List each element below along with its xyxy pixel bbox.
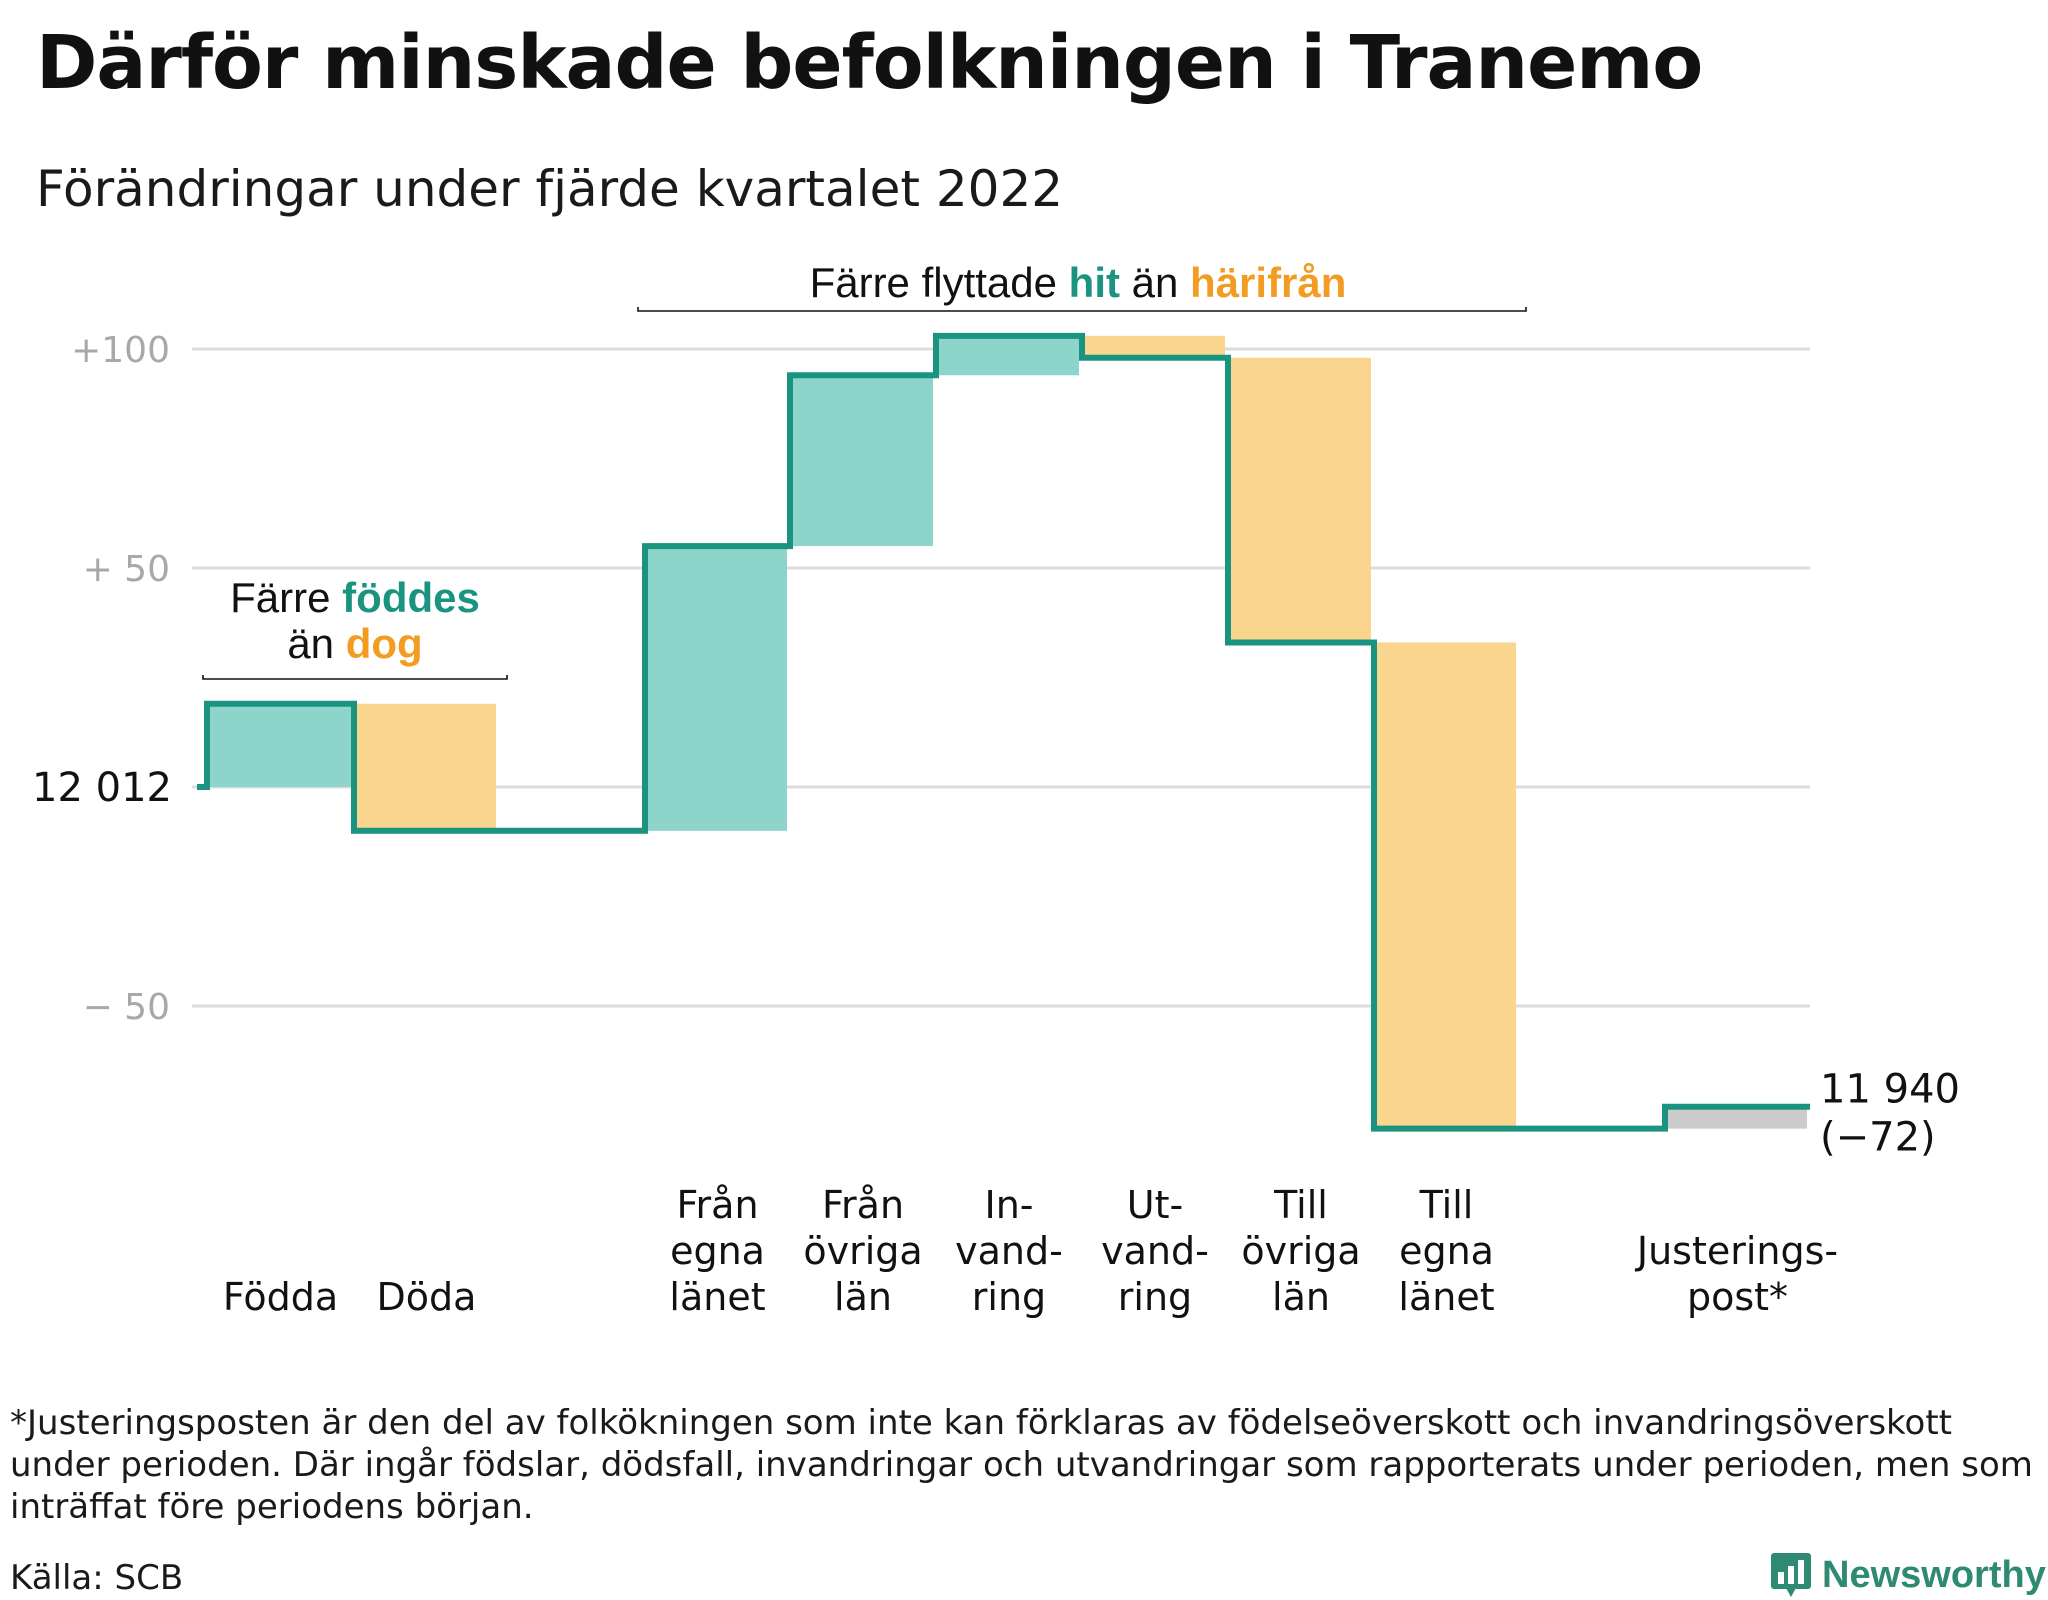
category-label: län	[834, 1275, 892, 1319]
running-total-line	[197, 332, 1810, 1132]
svg-text:än dog: än dog	[287, 620, 422, 667]
births-annotation-text-plain-2: än	[287, 620, 345, 667]
category-label: länet	[669, 1275, 765, 1319]
category-label: övriga	[1241, 1229, 1360, 1273]
births-annotation-text-plain: Färre	[230, 574, 342, 621]
category-label: post*	[1687, 1275, 1788, 1319]
bars	[210, 335, 1807, 1129]
brand-name: Newsworthy	[1822, 1553, 2046, 1596]
y-tick-label: − 50	[83, 987, 170, 1028]
bar-inflow	[648, 546, 787, 831]
svg-text:Färre föddes: Färre föddes	[230, 574, 480, 621]
category-label: egna	[1399, 1229, 1494, 1273]
bar-outflow	[1377, 642, 1516, 1129]
migration-annotation-text-plain-2: än	[1120, 259, 1190, 306]
bar-inflow	[939, 335, 1079, 376]
bar-inflow	[210, 703, 351, 787]
category-label: egna	[670, 1229, 765, 1273]
gridlines	[192, 347, 1810, 1008]
bar-inflow	[793, 375, 933, 547]
category-label: ring	[1118, 1275, 1192, 1319]
migration-annotation-bracket	[637, 307, 1527, 312]
migration-annotation-text-teal: hit	[1069, 259, 1120, 306]
migration-annotation-text-orange: härifrån	[1190, 259, 1346, 306]
category-label: In-	[984, 1183, 1033, 1227]
end-change-label: (−72)	[1820, 1115, 1936, 1161]
category-label: Döda	[377, 1275, 477, 1319]
category-label: länet	[1398, 1275, 1494, 1319]
chart-subtitle: Förändringar under fjärde kvartalet 2022	[36, 160, 1064, 218]
category-label: Ut-	[1127, 1183, 1183, 1227]
brand-logo: Newsworthy	[1770, 1552, 2046, 1598]
migration-annotation: Färre flyttade hit än härifrån	[637, 259, 1527, 312]
y-tick-label: + 50	[83, 549, 170, 590]
footnote: *Justeringsposten är den del av folkökni…	[10, 1403, 2033, 1527]
births-annotation-bracket	[202, 675, 508, 680]
births-annotation-text-teal: föddes	[342, 574, 480, 621]
bar-adjustment	[1668, 1106, 1807, 1129]
end-value-label: 11 940	[1820, 1067, 1960, 1113]
category-label: Till	[1273, 1183, 1328, 1227]
migration-annotation-text-plain: Färre flyttade	[810, 259, 1069, 306]
category-label: Till	[1419, 1183, 1474, 1227]
category-label: vand-	[1101, 1229, 1209, 1273]
category-label: ring	[972, 1275, 1046, 1319]
category-label: Från	[822, 1183, 904, 1227]
y-tick-label: +100	[71, 330, 170, 371]
running-total-path	[197, 332, 1810, 1132]
svg-text:Färre flyttade hit än härifrån: Färre flyttade hit än härifrån	[810, 259, 1347, 306]
start-value-label: 12 012	[32, 765, 172, 811]
bar-outflow	[1085, 335, 1225, 358]
births-annotation-text-orange: dog	[346, 620, 423, 667]
births-annotation: Färre föddes än dog	[202, 574, 508, 680]
bar-chart-speech-bubble-icon	[1771, 1553, 1811, 1597]
category-label: vand-	[955, 1229, 1063, 1273]
category-label: övriga	[803, 1229, 922, 1273]
source-label: Källa: SCB	[10, 1558, 184, 1598]
category-label: Från	[676, 1183, 758, 1227]
category-label: län	[1272, 1275, 1330, 1319]
bar-outflow	[357, 703, 496, 831]
bar-outflow	[1231, 357, 1371, 643]
category-label: Justerings-	[1635, 1229, 1838, 1273]
chart-title: Därför minskade befolkningen i Tranemo	[36, 20, 1703, 106]
category-label: Födda	[223, 1275, 338, 1319]
